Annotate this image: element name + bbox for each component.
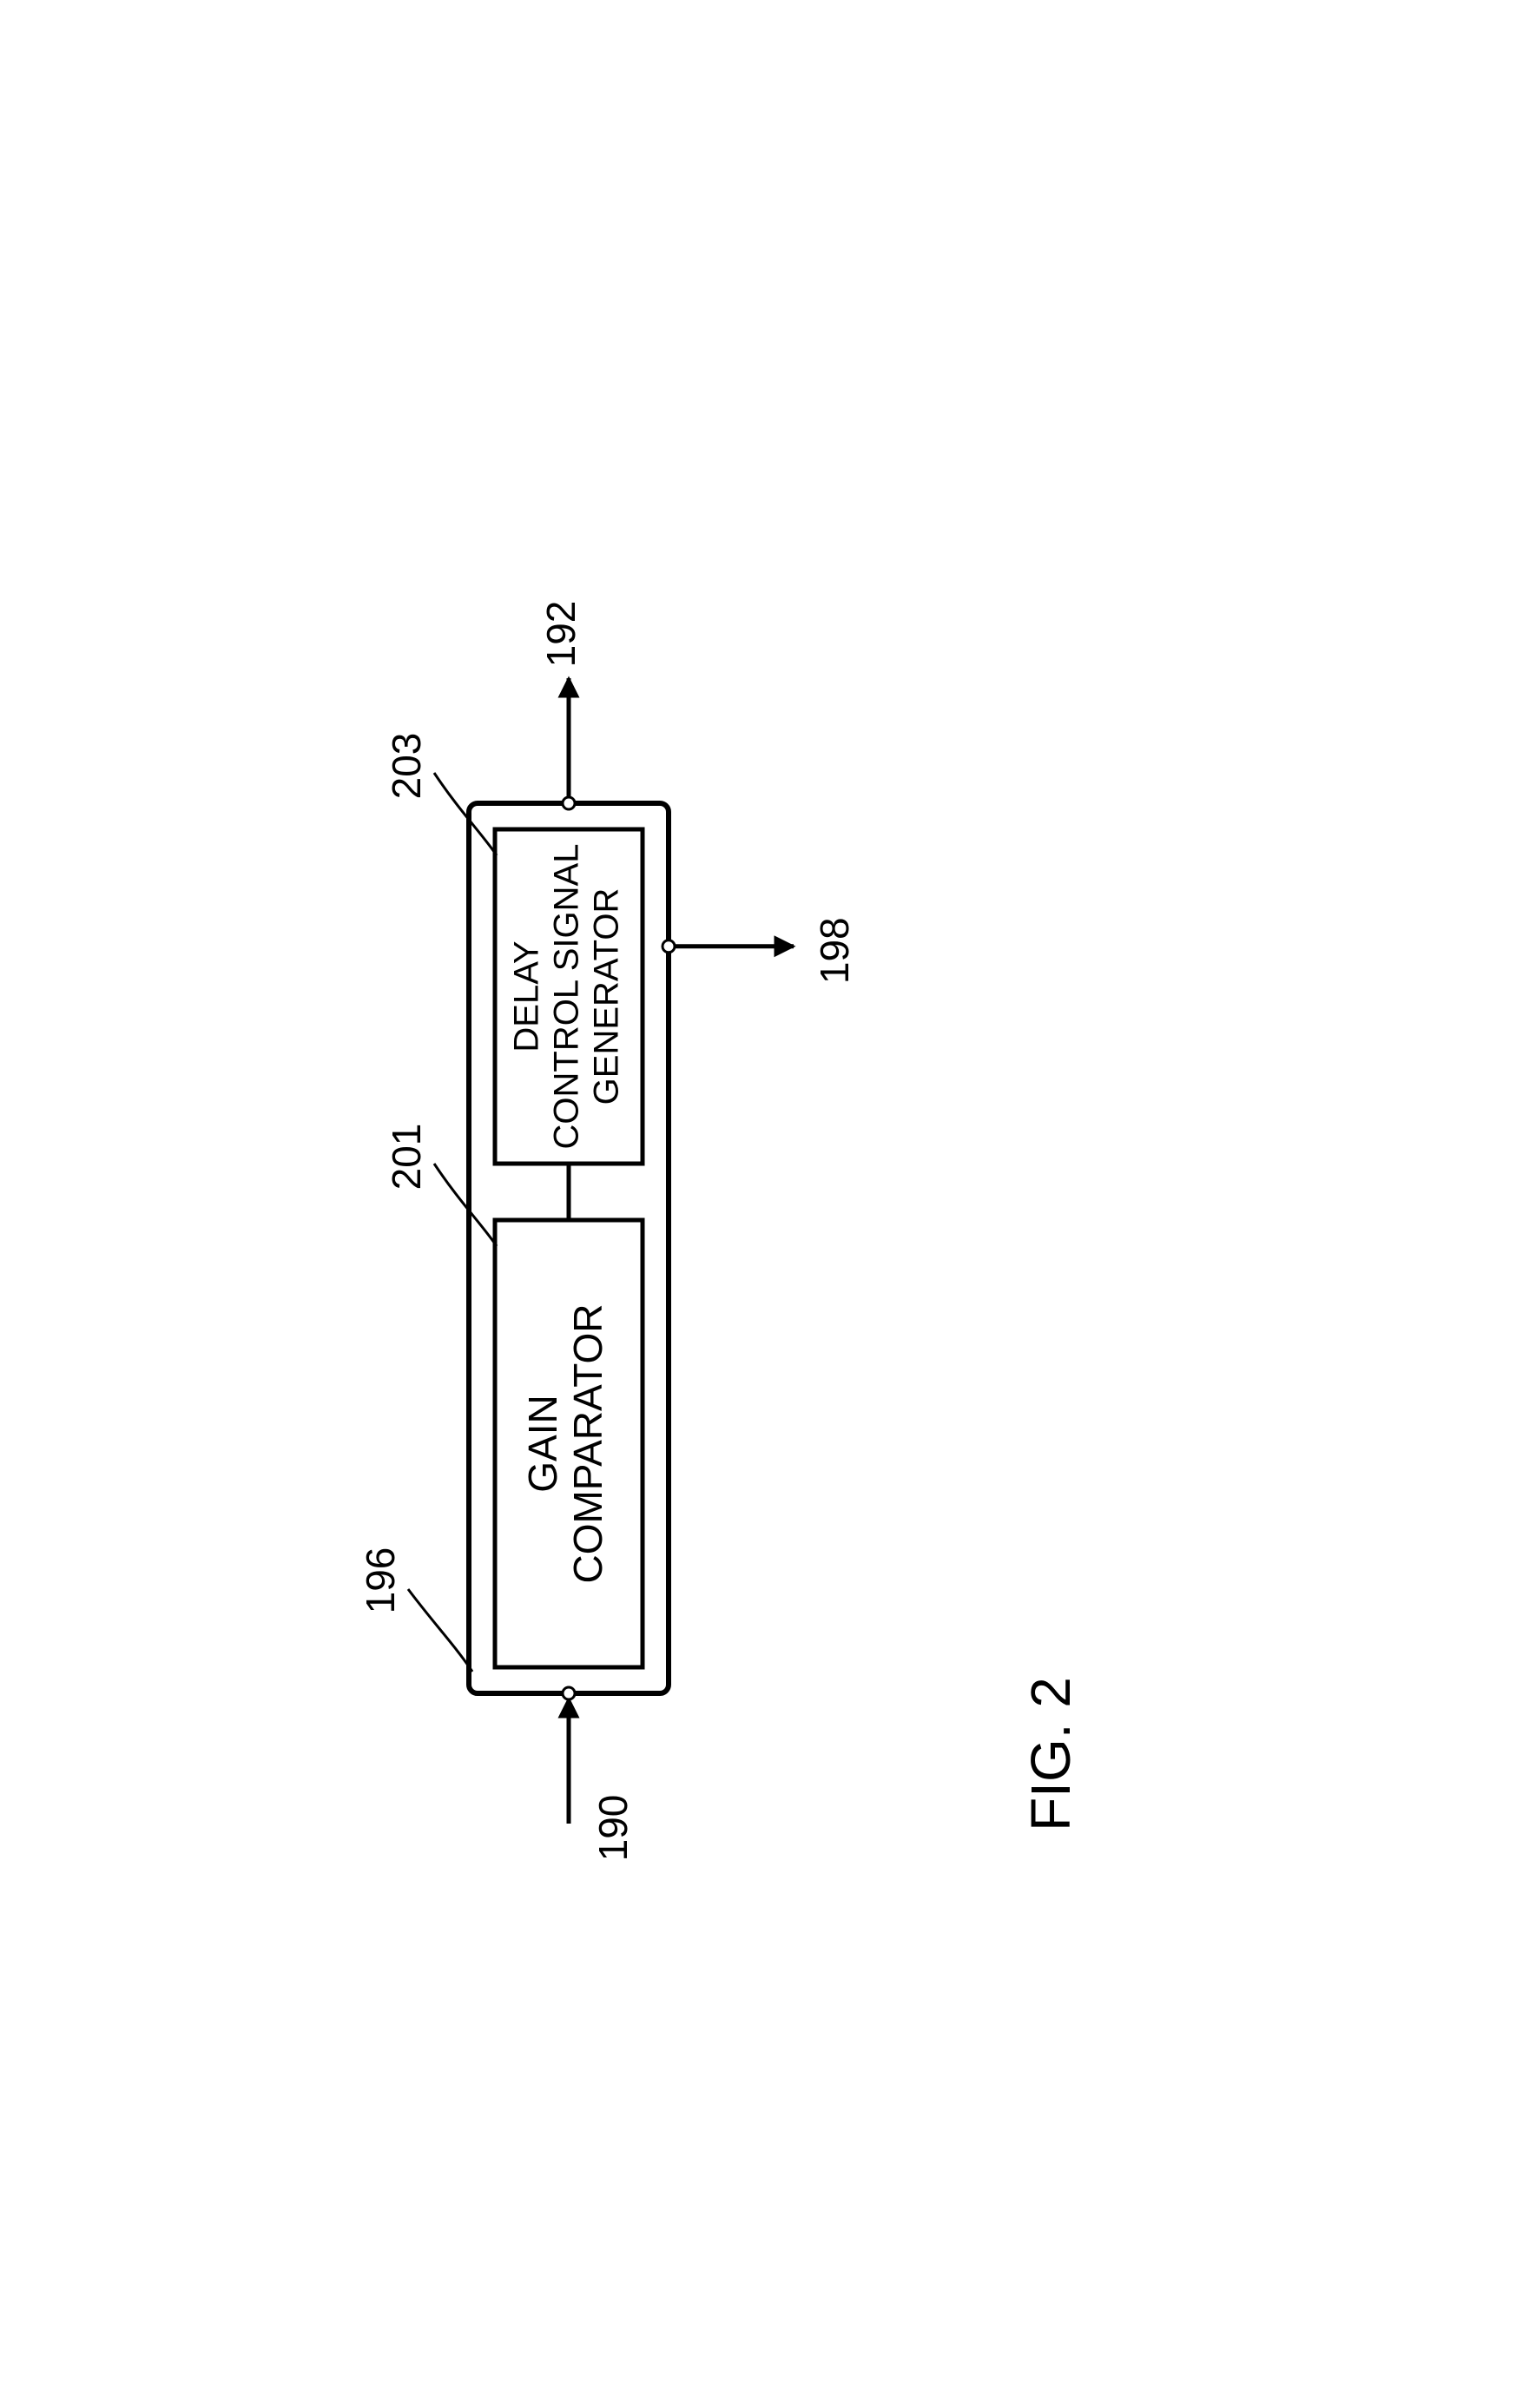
ref-203: 203 bbox=[384, 733, 429, 800]
leader-203 bbox=[434, 773, 497, 855]
leader-201 bbox=[434, 1164, 497, 1246]
ref-198: 198 bbox=[812, 917, 857, 984]
figure-label: FIG. 2 bbox=[1019, 1677, 1082, 1831]
block-delay-ctrl-gen-label-0: DELAY bbox=[508, 940, 546, 1052]
port-node bbox=[563, 797, 575, 809]
port-node bbox=[663, 940, 675, 953]
ref-201: 201 bbox=[384, 1124, 429, 1191]
ref-192: 192 bbox=[538, 601, 583, 668]
ref-190: 190 bbox=[590, 1795, 636, 1862]
block-gain-comparator-label-1: COMPARATOR bbox=[565, 1303, 610, 1583]
ref-196: 196 bbox=[358, 1547, 403, 1614]
leader-196 bbox=[408, 1589, 472, 1672]
block-delay-ctrl-gen-label-2: GENERATOR bbox=[588, 888, 626, 1105]
port-node bbox=[563, 1687, 575, 1699]
block-gain-comparator-label-0: GAIN bbox=[520, 1395, 565, 1492]
block-delay-ctrl-gen-label-1: CONTROL SIGNAL bbox=[548, 844, 586, 1150]
